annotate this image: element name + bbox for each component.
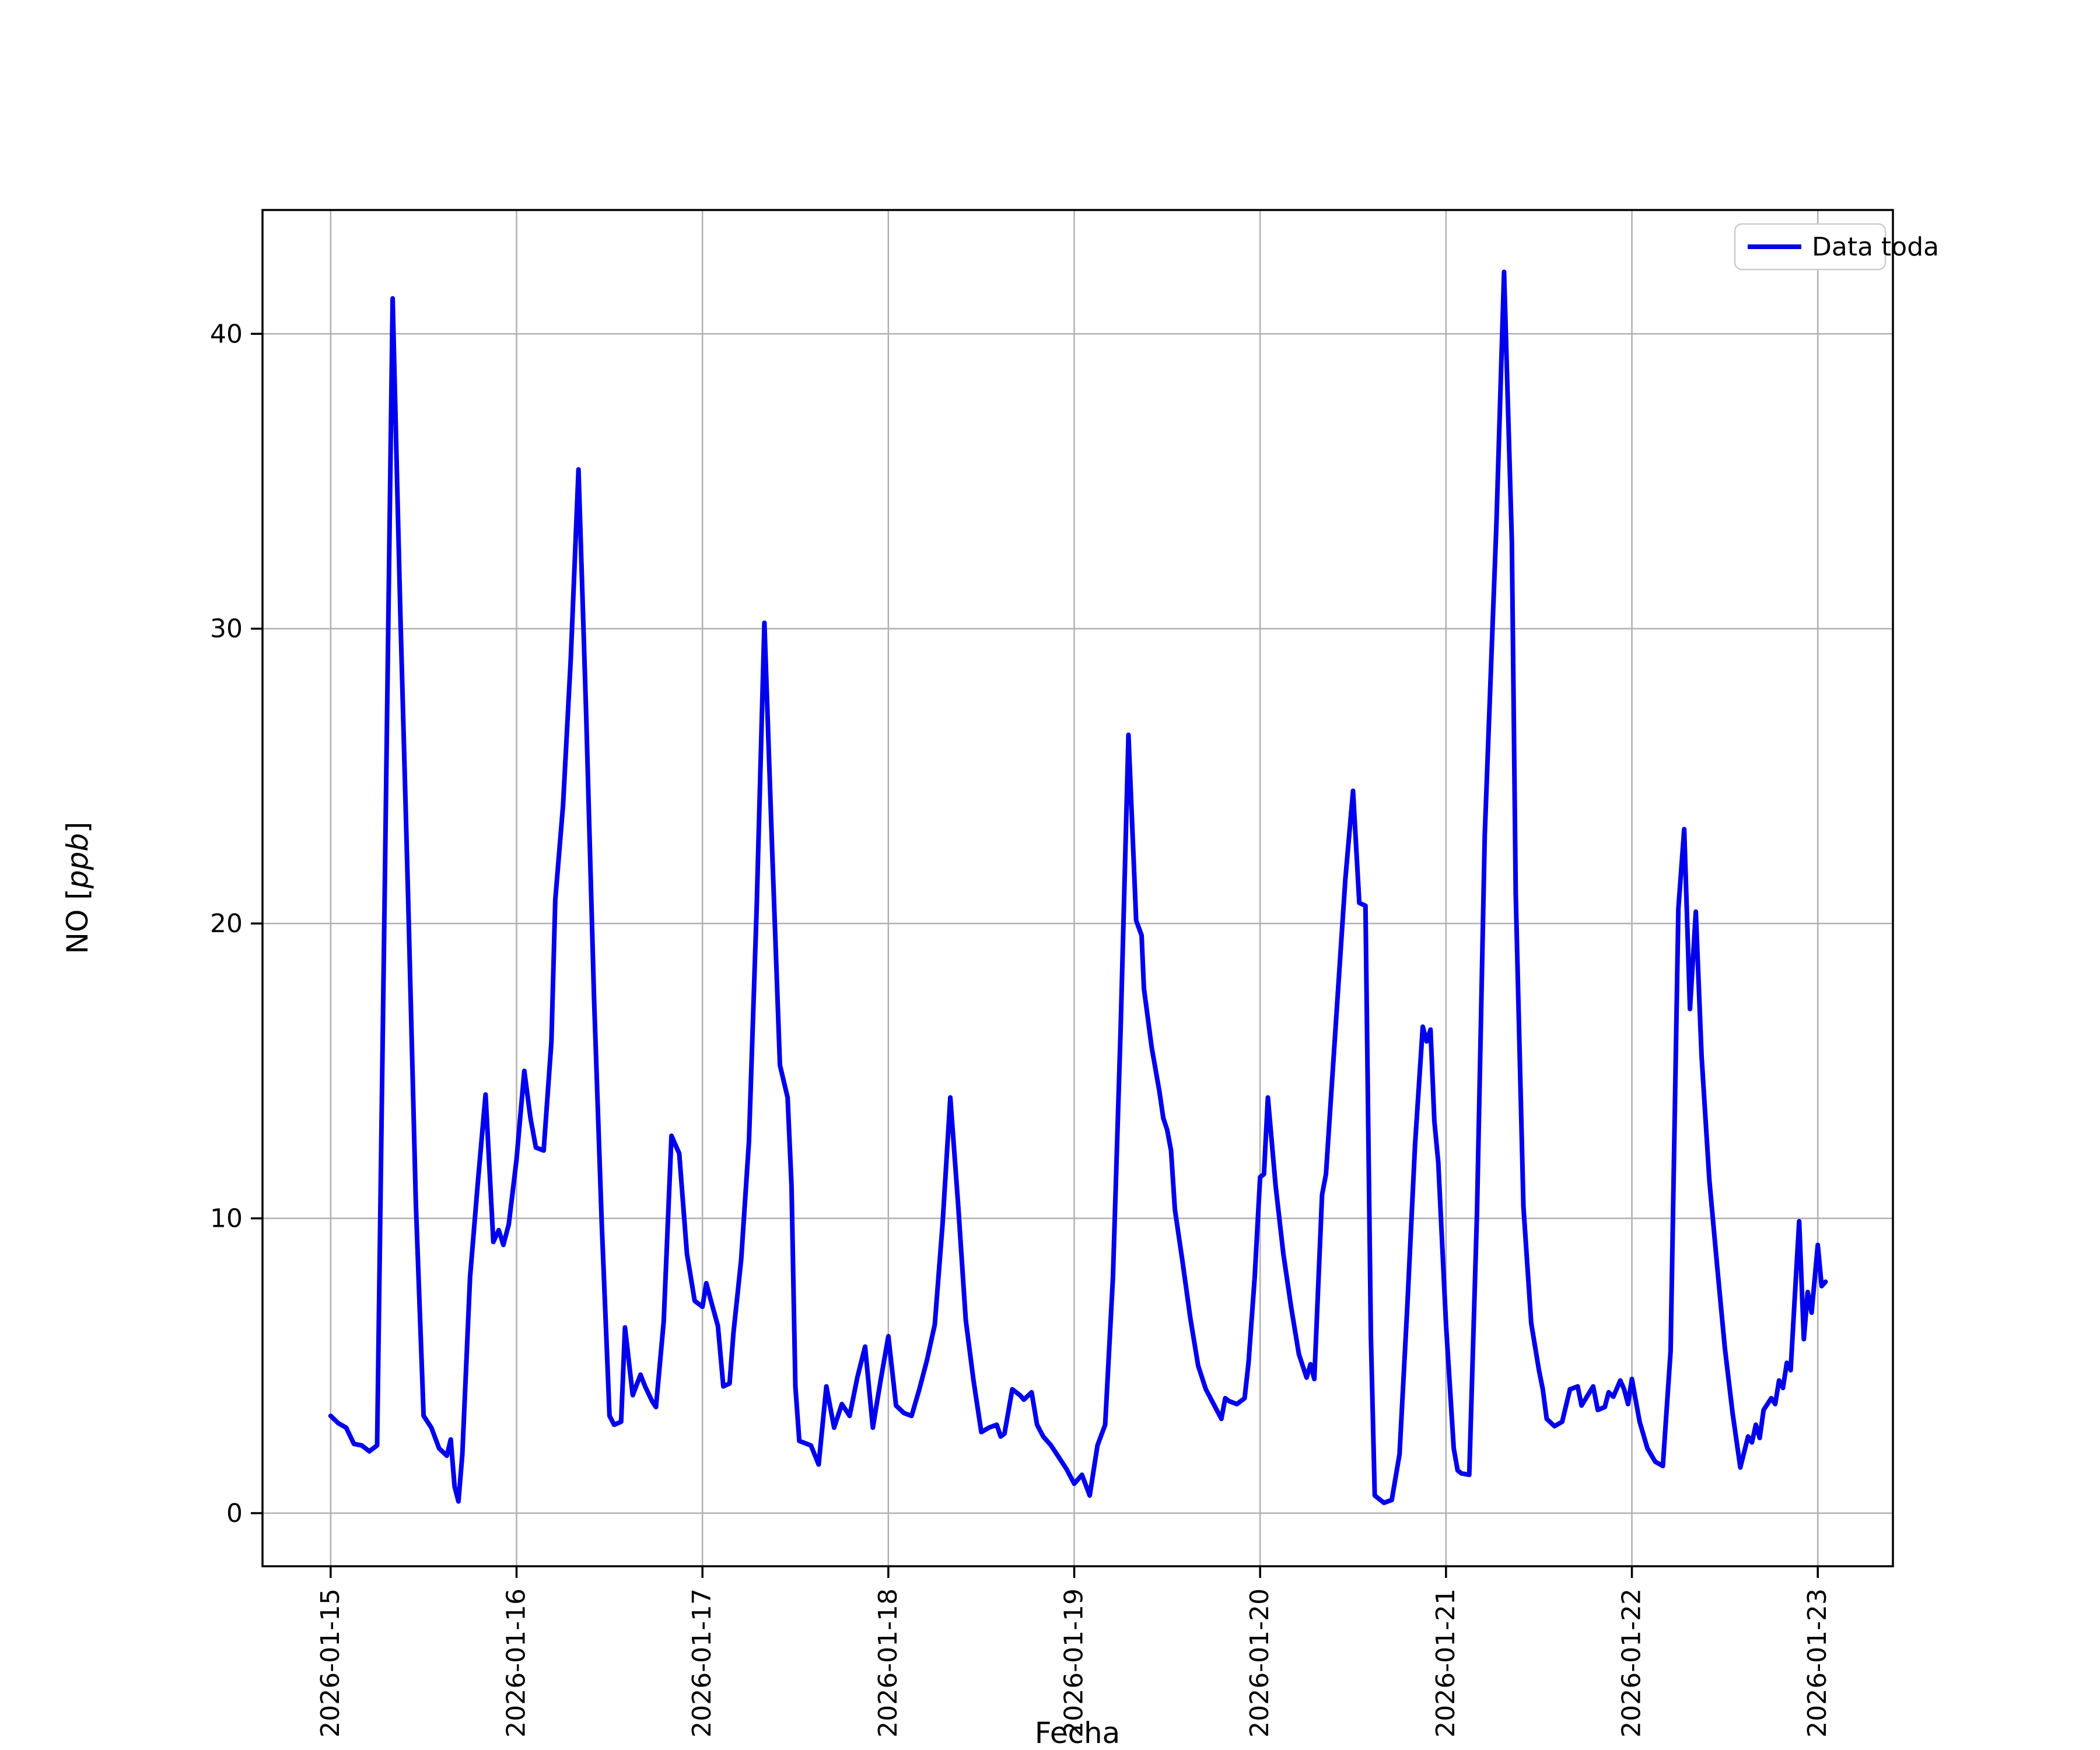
plot-border: [261, 209, 1894, 1567]
x-tick-label: 2026-01-16: [502, 1588, 531, 1738]
x-tick-label: 2026-01-17: [687, 1588, 717, 1738]
y-axis-label-prefix: NO [: [61, 888, 94, 954]
x-tick-label: 2026-01-18: [873, 1588, 903, 1738]
y-axis-label-suffix: ]: [61, 822, 94, 834]
axis-labels: Fecha NO [ppb]: [61, 822, 1120, 1750]
x-tick-label: 2026-01-15: [316, 1588, 345, 1738]
data-series: [328, 270, 1828, 1506]
y-tick-label: 10: [210, 1204, 243, 1234]
axis-ticks: 2026-01-15 2026-01-16 2026-01-17 2026-01-18…: [210, 319, 1832, 1737]
y-axis-label: NO [ppb]: [61, 822, 94, 954]
axes-spines: [261, 209, 1894, 1567]
x-tick-label: 2026-01-19: [1059, 1588, 1089, 1738]
grid-lines: [262, 210, 1893, 1566]
legend: Data toda: [1734, 223, 1939, 271]
legend-box: [1734, 223, 1887, 271]
y-tick-label: 20: [210, 909, 243, 939]
y-tick-label: 0: [226, 1499, 243, 1528]
y-axis-label-unit: ppb: [61, 833, 94, 889]
x-tick-label: 2026-01-22: [1617, 1588, 1647, 1738]
x-tick-label: 2026-01-21: [1431, 1588, 1461, 1738]
x-tick-label: 2026-01-23: [1803, 1588, 1832, 1738]
y-tick-label: 30: [210, 614, 243, 644]
y-tick-label: 40: [210, 319, 243, 349]
x-axis-label: Fecha: [1035, 1716, 1121, 1750]
data-line: [328, 270, 1828, 1506]
legend-label: Data toda: [1812, 232, 1939, 262]
x-tick-label: 2026-01-20: [1245, 1588, 1275, 1738]
